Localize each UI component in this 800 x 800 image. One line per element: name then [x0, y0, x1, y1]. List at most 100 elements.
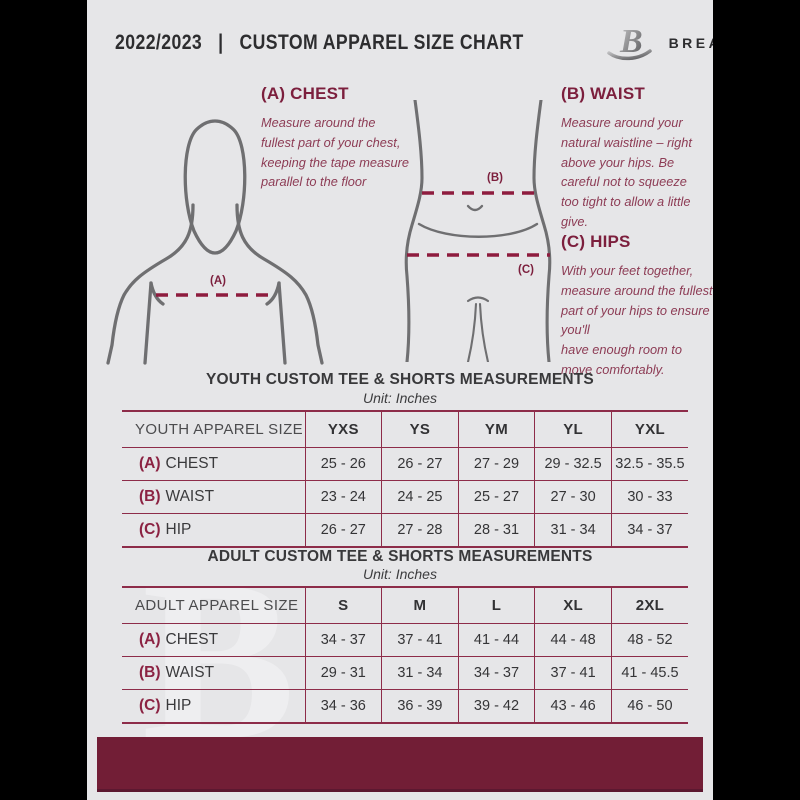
table-cell: 25 - 26	[304, 447, 382, 481]
adult-header-label: ADULT APPAREL SIZE	[135, 597, 299, 614]
table-cell: 41 - 44	[457, 623, 535, 657]
row-label: (B) WAIST	[122, 656, 305, 690]
table-cell: 29 - 31	[304, 656, 382, 690]
table-cell: 37 - 41	[381, 623, 459, 657]
row-prefix: (B)	[139, 664, 161, 681]
table-cell: 28 - 31	[457, 513, 535, 547]
brand-lockup: B BREAKAWAY	[602, 22, 713, 64]
waist-marker-label: (B)	[487, 172, 503, 184]
youth-size-ys: YS	[381, 411, 459, 448]
footer-accent-bar	[97, 737, 703, 792]
adult-hip-row: (C) HIP 34 - 36 36 - 39 39 - 42 43 - 46 4…	[122, 689, 688, 723]
table-cell: 48 - 52	[610, 623, 688, 657]
table-cell: 23 - 24	[304, 480, 382, 514]
table-cell: 34 - 37	[304, 623, 382, 657]
youth-size-table: YOUTH APPAREL SIZE YXS YS YM YL YXL (A) C…	[122, 410, 688, 548]
table-cell: 32.5 - 35.5	[610, 447, 688, 481]
youth-header-row: YOUTH APPAREL SIZE YXS YS YM YL YXL	[122, 411, 688, 448]
table-cell: 31 - 34	[381, 656, 459, 690]
youth-size-yxs: YXS	[304, 411, 382, 448]
chest-marker-label: (A)	[210, 275, 226, 287]
row-label: (A) CHEST	[122, 447, 305, 481]
youth-header-label: YOUTH APPAREL SIZE	[135, 421, 304, 438]
youth-chest-row: (A) CHEST 25 - 26 26 - 27 27 - 29 29 - 32…	[122, 447, 688, 481]
hips-guide: (C) HIPS With your feet together, measur…	[561, 232, 713, 380]
table-cell: 34 - 36	[304, 689, 382, 723]
hips-guide-heading: (C) HIPS	[561, 232, 631, 251]
row-measure-name: HIP	[165, 697, 192, 714]
hips-marker-label: (C)	[518, 264, 534, 276]
row-label: (B) WAIST	[122, 480, 305, 514]
table-cell: 37 - 41	[534, 656, 612, 690]
adult-size-l: L	[457, 587, 535, 624]
table-cell: 30 - 33	[610, 480, 688, 514]
table-cell: 34 - 37	[457, 656, 535, 690]
youth-section-unit: Unit: Inches	[363, 390, 437, 406]
adult-section-unit: Unit: Inches	[363, 566, 437, 582]
chest-guide-heading: (A) CHEST	[261, 84, 349, 103]
adult-waist-row: (B) WAIST 29 - 31 31 - 34 34 - 37 37 - 41…	[122, 656, 688, 690]
youth-size-yl: YL	[534, 411, 612, 448]
row-prefix: (C)	[139, 521, 161, 538]
table-cell: 27 - 30	[534, 480, 612, 514]
table-cell: 41 - 45.5	[610, 656, 688, 690]
youth-waist-row: (B) WAIST 23 - 24 24 - 25 25 - 27 27 - 30…	[122, 480, 688, 514]
row-label: (C) HIP	[122, 689, 305, 723]
table-cell: 27 - 28	[381, 513, 459, 547]
youth-size-yxl: YXL	[610, 411, 688, 448]
chest-guide-text: Measure around the fullest part of your …	[261, 115, 409, 190]
adult-chest-row: (A) CHEST 34 - 37 37 - 41 41 - 44 44 - 48…	[122, 623, 688, 657]
upper-torso-figure: (A)	[106, 119, 324, 365]
youth-hip-row: (C) HIP 26 - 27 27 - 28 28 - 31 31 - 34 3…	[122, 513, 688, 547]
row-prefix: (B)	[139, 488, 161, 505]
adult-size-table: ADULT APPAREL SIZE S M L XL 2XL (A) CHEST…	[122, 586, 688, 724]
navel-mark	[466, 204, 484, 212]
waist-guide-heading: (B) WAIST	[561, 84, 645, 103]
lower-torso-figure: (B) (C)	[404, 100, 552, 362]
chest-guide: (A) CHEST Measure around the fullest par…	[261, 84, 409, 192]
breakaway-logo-icon: B	[606, 23, 652, 61]
table-cell: 44 - 48	[534, 623, 612, 657]
youth-size-ym: YM	[457, 411, 535, 448]
table-cell: 26 - 27	[304, 513, 382, 547]
adult-size-xl: XL	[534, 587, 612, 624]
table-cell: 43 - 46	[534, 689, 612, 723]
table-cell: 34 - 37	[610, 513, 688, 547]
waist-guide: (B) WAIST Measure around your natural wa…	[561, 84, 707, 232]
adult-size-2xl: 2XL	[610, 587, 688, 624]
row-measure-name: CHEST	[165, 455, 219, 472]
youth-section-title: YOUTH CUSTOM TEE & SHORTS MEASUREMENTS	[206, 371, 594, 388]
waist-guide-text: Measure around your natural waistline – …	[561, 115, 692, 230]
table-cell: 46 - 50	[610, 689, 688, 723]
page-title: 2022/2023 | CUSTOM APPAREL SIZE CHART	[115, 31, 524, 54]
row-prefix: (A)	[139, 455, 161, 472]
adult-section-title: ADULT CUSTOM TEE & SHORTS MEASUREMENTS	[207, 548, 593, 565]
adult-size-s: S	[304, 587, 382, 624]
table-cell: 27 - 29	[457, 447, 535, 481]
table-cell: 24 - 25	[381, 480, 459, 514]
row-prefix: (C)	[139, 697, 161, 714]
row-label: (C) HIP	[122, 513, 305, 547]
row-prefix: (A)	[139, 631, 161, 648]
adult-header-row: ADULT APPAREL SIZE S M L XL 2XL	[122, 587, 688, 624]
table-cell: 26 - 27	[381, 447, 459, 481]
row-measure-name: WAIST	[165, 664, 215, 681]
row-measure-name: CHEST	[165, 631, 219, 648]
adult-table-wrap: ADULT APPAREL SIZE S M L XL 2XL (A) CHEST…	[122, 586, 688, 724]
row-measure-name: HIP	[165, 521, 192, 538]
size-chart-page: B 2022/2023 | CUSTOM APPAREL SIZE CHART …	[87, 0, 713, 800]
adult-size-m: M	[381, 587, 459, 624]
svg-text:B: B	[619, 23, 643, 60]
youth-table-wrap: YOUTH APPAREL SIZE YXS YS YM YL YXL (A) C…	[122, 410, 688, 548]
table-cell: 39 - 42	[457, 689, 535, 723]
table-cell: 36 - 39	[381, 689, 459, 723]
page-header: 2022/2023 | CUSTOM APPAREL SIZE CHART B	[115, 20, 713, 66]
brand-name: BREAKAWAY	[668, 35, 713, 51]
table-cell: 29 - 32.5	[534, 447, 612, 481]
row-measure-name: WAIST	[165, 488, 215, 505]
table-cell: 25 - 27	[457, 480, 535, 514]
row-label: (A) CHEST	[122, 623, 305, 657]
table-cell: 31 - 34	[534, 513, 612, 547]
hips-guide-text: With your feet together, measure around …	[561, 263, 713, 378]
